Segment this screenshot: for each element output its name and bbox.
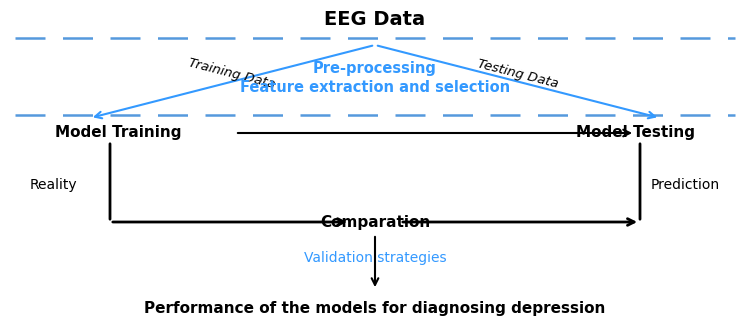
Text: Testing Data: Testing Data	[476, 57, 560, 91]
Text: Feature extraction and selection: Feature extraction and selection	[240, 81, 510, 96]
Text: Model Training: Model Training	[55, 126, 182, 141]
Text: Prediction: Prediction	[651, 178, 720, 192]
Text: Validation strategies: Validation strategies	[304, 251, 446, 265]
Text: EEG Data: EEG Data	[325, 10, 425, 29]
Text: Model Testing: Model Testing	[576, 126, 695, 141]
Text: Training Data: Training Data	[188, 57, 277, 91]
Text: Performance of the models for diagnosing depression: Performance of the models for diagnosing…	[144, 301, 606, 316]
Text: Reality: Reality	[30, 178, 78, 192]
Text: Comparation: Comparation	[320, 215, 430, 230]
Text: Pre-processing: Pre-processing	[313, 61, 437, 76]
